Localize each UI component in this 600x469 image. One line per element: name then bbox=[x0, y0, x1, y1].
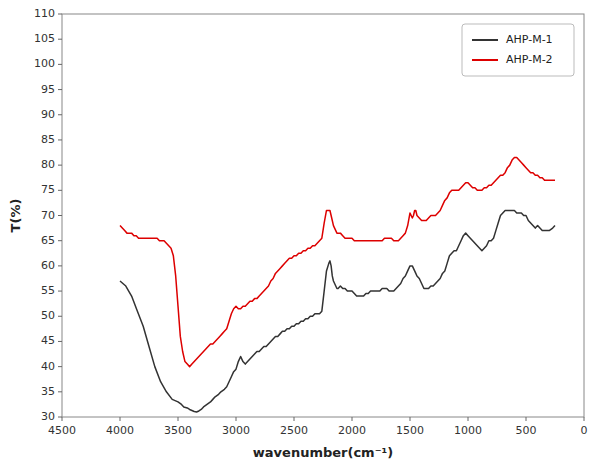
y-axis-label: T(%) bbox=[8, 199, 23, 233]
y-tick-label: 70 bbox=[41, 209, 55, 222]
y-tick bbox=[58, 114, 62, 115]
y-tick-label: 75 bbox=[41, 183, 55, 196]
x-tick bbox=[120, 417, 121, 421]
y-tick bbox=[58, 64, 62, 65]
axes: 30 35 40 45 50 55 60 65 70 75 80 85 90 95 100 105 110 450… bbox=[34, 7, 588, 437]
y-tick-label: 40 bbox=[41, 360, 55, 373]
y-tick bbox=[58, 366, 62, 367]
x-tick-label: 0 bbox=[581, 424, 588, 437]
y-tick-label: 90 bbox=[41, 108, 55, 121]
y-tick-label: 30 bbox=[41, 410, 55, 423]
legend: AHP-M-1 AHP-M-2 bbox=[462, 24, 574, 76]
y-tick bbox=[58, 190, 62, 191]
y-tick-label: 55 bbox=[41, 284, 55, 297]
series-line bbox=[120, 158, 555, 367]
y-tick-label: 80 bbox=[41, 158, 55, 171]
y-tick bbox=[58, 139, 62, 140]
y-tick bbox=[58, 417, 62, 418]
x-tick bbox=[584, 417, 585, 421]
x-tick bbox=[294, 417, 295, 421]
background bbox=[0, 0, 600, 469]
legend-label: AHP-M-2 bbox=[506, 53, 553, 66]
x-tick-label: 3500 bbox=[164, 424, 192, 437]
x-tick bbox=[178, 417, 179, 421]
y-tick bbox=[58, 14, 62, 15]
y-tick-label: 60 bbox=[41, 259, 55, 272]
legend-swatch bbox=[472, 39, 498, 41]
y-tick bbox=[58, 240, 62, 241]
y-tick bbox=[58, 215, 62, 216]
y-tick-label: 105 bbox=[34, 32, 55, 45]
legend-swatch bbox=[472, 59, 498, 61]
y-tick bbox=[58, 265, 62, 266]
series-line bbox=[120, 210, 555, 411]
y-tick bbox=[58, 165, 62, 166]
x-tick bbox=[236, 417, 237, 421]
x-tick-label: 2000 bbox=[338, 424, 366, 437]
y-tick bbox=[58, 291, 62, 292]
y-tick-label: 100 bbox=[34, 57, 55, 70]
x-tick-label: 1500 bbox=[396, 424, 424, 437]
y-tick-label: 65 bbox=[41, 234, 55, 247]
plot-frame bbox=[62, 14, 584, 417]
y-tick bbox=[58, 89, 62, 90]
y-tick bbox=[58, 316, 62, 317]
y-tick-label: 35 bbox=[41, 385, 55, 398]
x-tick bbox=[410, 417, 411, 421]
y-tick-label: 45 bbox=[41, 334, 55, 347]
y-tick-label: 50 bbox=[41, 309, 55, 322]
y-tick bbox=[58, 341, 62, 342]
x-tick-label: 3000 bbox=[222, 424, 250, 437]
x-tick bbox=[526, 417, 527, 421]
x-tick-label: 500 bbox=[516, 424, 537, 437]
legend-box bbox=[462, 24, 574, 76]
y-tick bbox=[58, 391, 62, 392]
x-tick-label: 4000 bbox=[106, 424, 134, 437]
x-tick-label: 2500 bbox=[280, 424, 308, 437]
y-tick bbox=[58, 39, 62, 40]
y-tick-label: 85 bbox=[41, 133, 55, 146]
x-tick-label: 4500 bbox=[48, 424, 76, 437]
x-tick bbox=[62, 417, 63, 421]
legend-label: AHP-M-1 bbox=[506, 33, 553, 46]
x-tick bbox=[352, 417, 353, 421]
y-tick-label: 95 bbox=[41, 83, 55, 96]
x-tick bbox=[468, 417, 469, 421]
chart: 30 35 40 45 50 55 60 65 70 75 80 85 90 95 100 105 110 450… bbox=[0, 0, 600, 469]
plot-area bbox=[120, 158, 555, 412]
y-tick-label: 110 bbox=[34, 7, 55, 20]
x-axis-label: wavenumber(cm⁻¹) bbox=[253, 445, 393, 460]
x-tick-label: 1000 bbox=[454, 424, 482, 437]
